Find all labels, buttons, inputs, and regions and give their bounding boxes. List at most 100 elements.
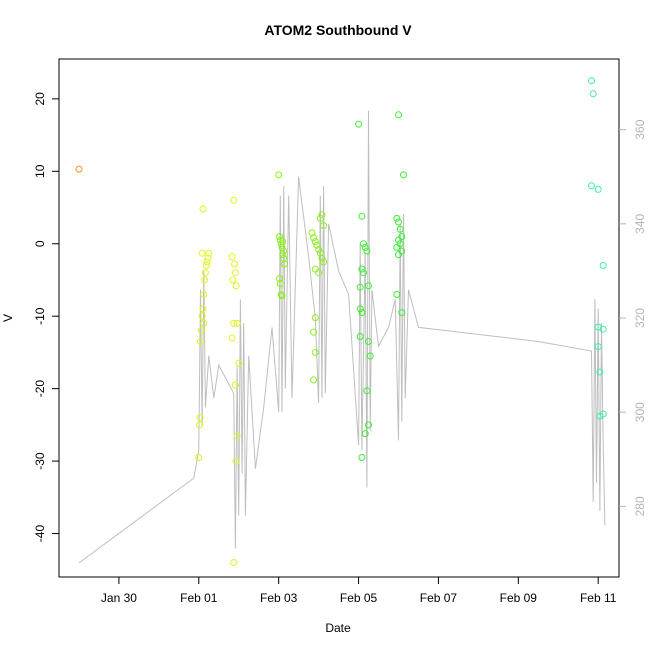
data-point	[315, 269, 323, 277]
data-point	[393, 291, 401, 298]
data-point	[275, 171, 283, 179]
y-axis-label: V	[1, 314, 15, 322]
data-point	[588, 182, 595, 190]
data-point	[360, 269, 367, 277]
data-point	[276, 275, 283, 282]
data-point	[365, 421, 372, 429]
data-point	[320, 258, 328, 266]
x-tick-label: Jan 30	[101, 591, 137, 605]
data-point	[228, 334, 236, 342]
data-point	[395, 251, 402, 259]
data-point	[277, 291, 285, 298]
data-point	[398, 309, 406, 317]
data-point	[231, 381, 239, 389]
data-point	[393, 243, 401, 251]
data-point	[280, 247, 288, 255]
line-series	[78, 110, 606, 564]
data-point	[356, 283, 364, 291]
data-point	[196, 421, 204, 429]
x-tick-label: Feb 07	[420, 591, 458, 605]
data-point	[278, 292, 286, 300]
data-point	[230, 319, 238, 327]
data-point	[279, 251, 287, 259]
x-axis-label: Date	[325, 621, 351, 635]
data-point	[308, 229, 316, 237]
data-point	[203, 258, 211, 266]
right-y-tick-label: 300	[633, 402, 647, 422]
data-point	[363, 387, 371, 395]
x-axis: Jan 30 Feb 01 Feb 03 Feb 05 Feb 07 Feb 09 Feb …	[101, 577, 617, 605]
data-point	[235, 359, 243, 367]
data-point	[365, 338, 372, 345]
data-point	[400, 171, 407, 179]
data-point	[396, 225, 404, 233]
data-point	[280, 254, 288, 262]
data-point	[311, 265, 319, 273]
data-point	[594, 185, 602, 193]
data-point	[361, 243, 369, 251]
data-point	[231, 269, 239, 277]
data-point	[231, 260, 239, 268]
data-point	[281, 260, 288, 268]
data-point	[315, 246, 323, 253]
data-point	[310, 328, 318, 336]
data-point	[205, 249, 213, 257]
data-point	[594, 343, 602, 351]
data-point	[395, 236, 402, 244]
data-point	[356, 333, 364, 340]
data-point	[200, 291, 208, 298]
right-y-tick-label: 360	[633, 119, 647, 139]
y-axis: -40 -30 -20 -10 0 10 20	[33, 92, 59, 542]
data-point	[393, 214, 401, 222]
data-point	[320, 222, 328, 230]
data-point	[276, 280, 284, 288]
data-point	[358, 212, 366, 220]
y-tick-label: 10	[33, 164, 47, 178]
data-point	[276, 233, 283, 240]
data-point	[311, 238, 319, 246]
series-line	[78, 110, 606, 564]
data-point	[599, 262, 607, 269]
data-point	[277, 240, 285, 248]
data-point	[316, 249, 324, 257]
right-y-tick-label: 340	[633, 213, 647, 233]
data-point	[318, 254, 326, 262]
data-point	[360, 240, 367, 248]
data-point	[198, 312, 206, 320]
plot-frame	[58, 58, 620, 578]
data-point	[316, 214, 324, 222]
x-tick-label: Feb 11	[580, 591, 617, 605]
data-point	[201, 269, 209, 277]
data-point	[358, 265, 366, 273]
data-point	[395, 111, 402, 119]
x-tick-label: Feb 09	[500, 591, 538, 605]
right-y-tick-label: 280	[633, 496, 647, 516]
data-point	[355, 120, 363, 128]
data-point	[230, 196, 238, 204]
data-point	[228, 253, 236, 261]
data-point	[310, 376, 318, 384]
data-point	[198, 249, 206, 257]
y-tick-label: 20	[33, 92, 47, 106]
data-point	[233, 432, 241, 440]
data-point	[232, 282, 240, 290]
right-y-tick-label: 320	[633, 308, 647, 328]
data-point	[363, 247, 371, 255]
data-point	[318, 211, 326, 219]
data-point	[596, 368, 604, 376]
y-tick-label: -20	[33, 380, 47, 398]
data-point	[195, 454, 203, 461]
x-tick-label: Feb 03	[260, 591, 298, 605]
y-tick-label: -10	[33, 307, 47, 325]
data-point	[313, 241, 321, 249]
data-point	[233, 319, 241, 327]
data-point	[588, 77, 595, 85]
data-point	[366, 352, 374, 360]
data-point	[365, 282, 372, 290]
data-point	[589, 90, 597, 98]
data-point	[199, 205, 207, 213]
data-point	[230, 559, 238, 566]
data-point	[229, 276, 237, 284]
data-point	[200, 319, 208, 327]
data-point	[358, 309, 366, 317]
